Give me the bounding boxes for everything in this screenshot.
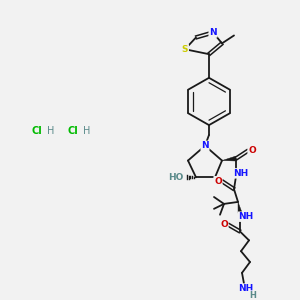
- Text: H: H: [47, 126, 55, 136]
- Text: H: H: [83, 126, 91, 136]
- Text: Cl: Cl: [32, 126, 42, 136]
- Text: NH: NH: [233, 169, 249, 178]
- Polygon shape: [222, 156, 236, 161]
- Text: HO: HO: [168, 173, 184, 182]
- Text: S: S: [182, 45, 188, 54]
- Text: NH: NH: [238, 212, 253, 221]
- Text: Cl: Cl: [68, 126, 78, 136]
- Text: O: O: [248, 146, 256, 155]
- Text: H: H: [250, 291, 256, 300]
- Text: N: N: [201, 141, 209, 150]
- Text: NH: NH: [238, 284, 253, 293]
- Text: O: O: [214, 177, 222, 186]
- Text: N: N: [209, 28, 217, 37]
- Polygon shape: [238, 202, 242, 213]
- Text: O: O: [220, 220, 228, 229]
